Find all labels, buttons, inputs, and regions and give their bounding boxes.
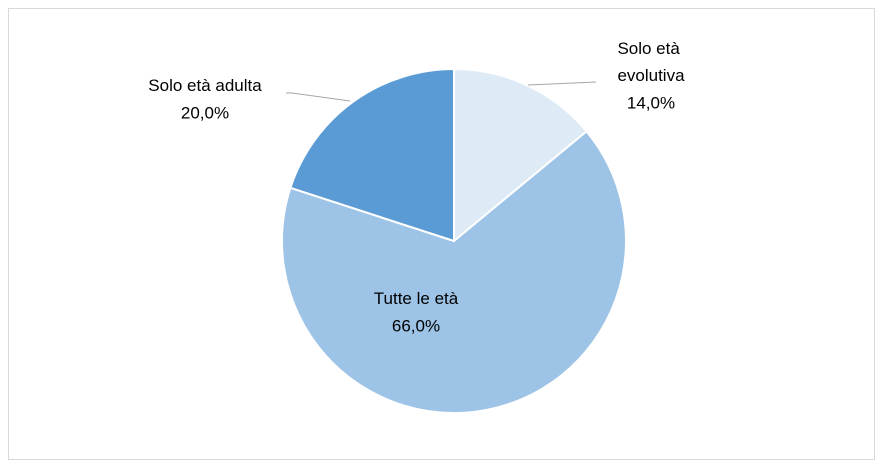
pie-slice	[289, 67, 455, 243]
slice-label: Solo età adulta	[148, 76, 262, 95]
leader-line	[286, 92, 351, 102]
leader-line	[527, 81, 597, 86]
slice-label: Tutte le età	[374, 289, 459, 308]
pie-slice	[453, 67, 588, 244]
pie-slice	[281, 129, 627, 414]
slice-label: Solo età evolutiva	[617, 39, 685, 85]
value-label: 14,0%	[627, 93, 675, 112]
value-label: 66,0%	[392, 316, 440, 335]
value-label: 20,0%	[181, 103, 229, 122]
